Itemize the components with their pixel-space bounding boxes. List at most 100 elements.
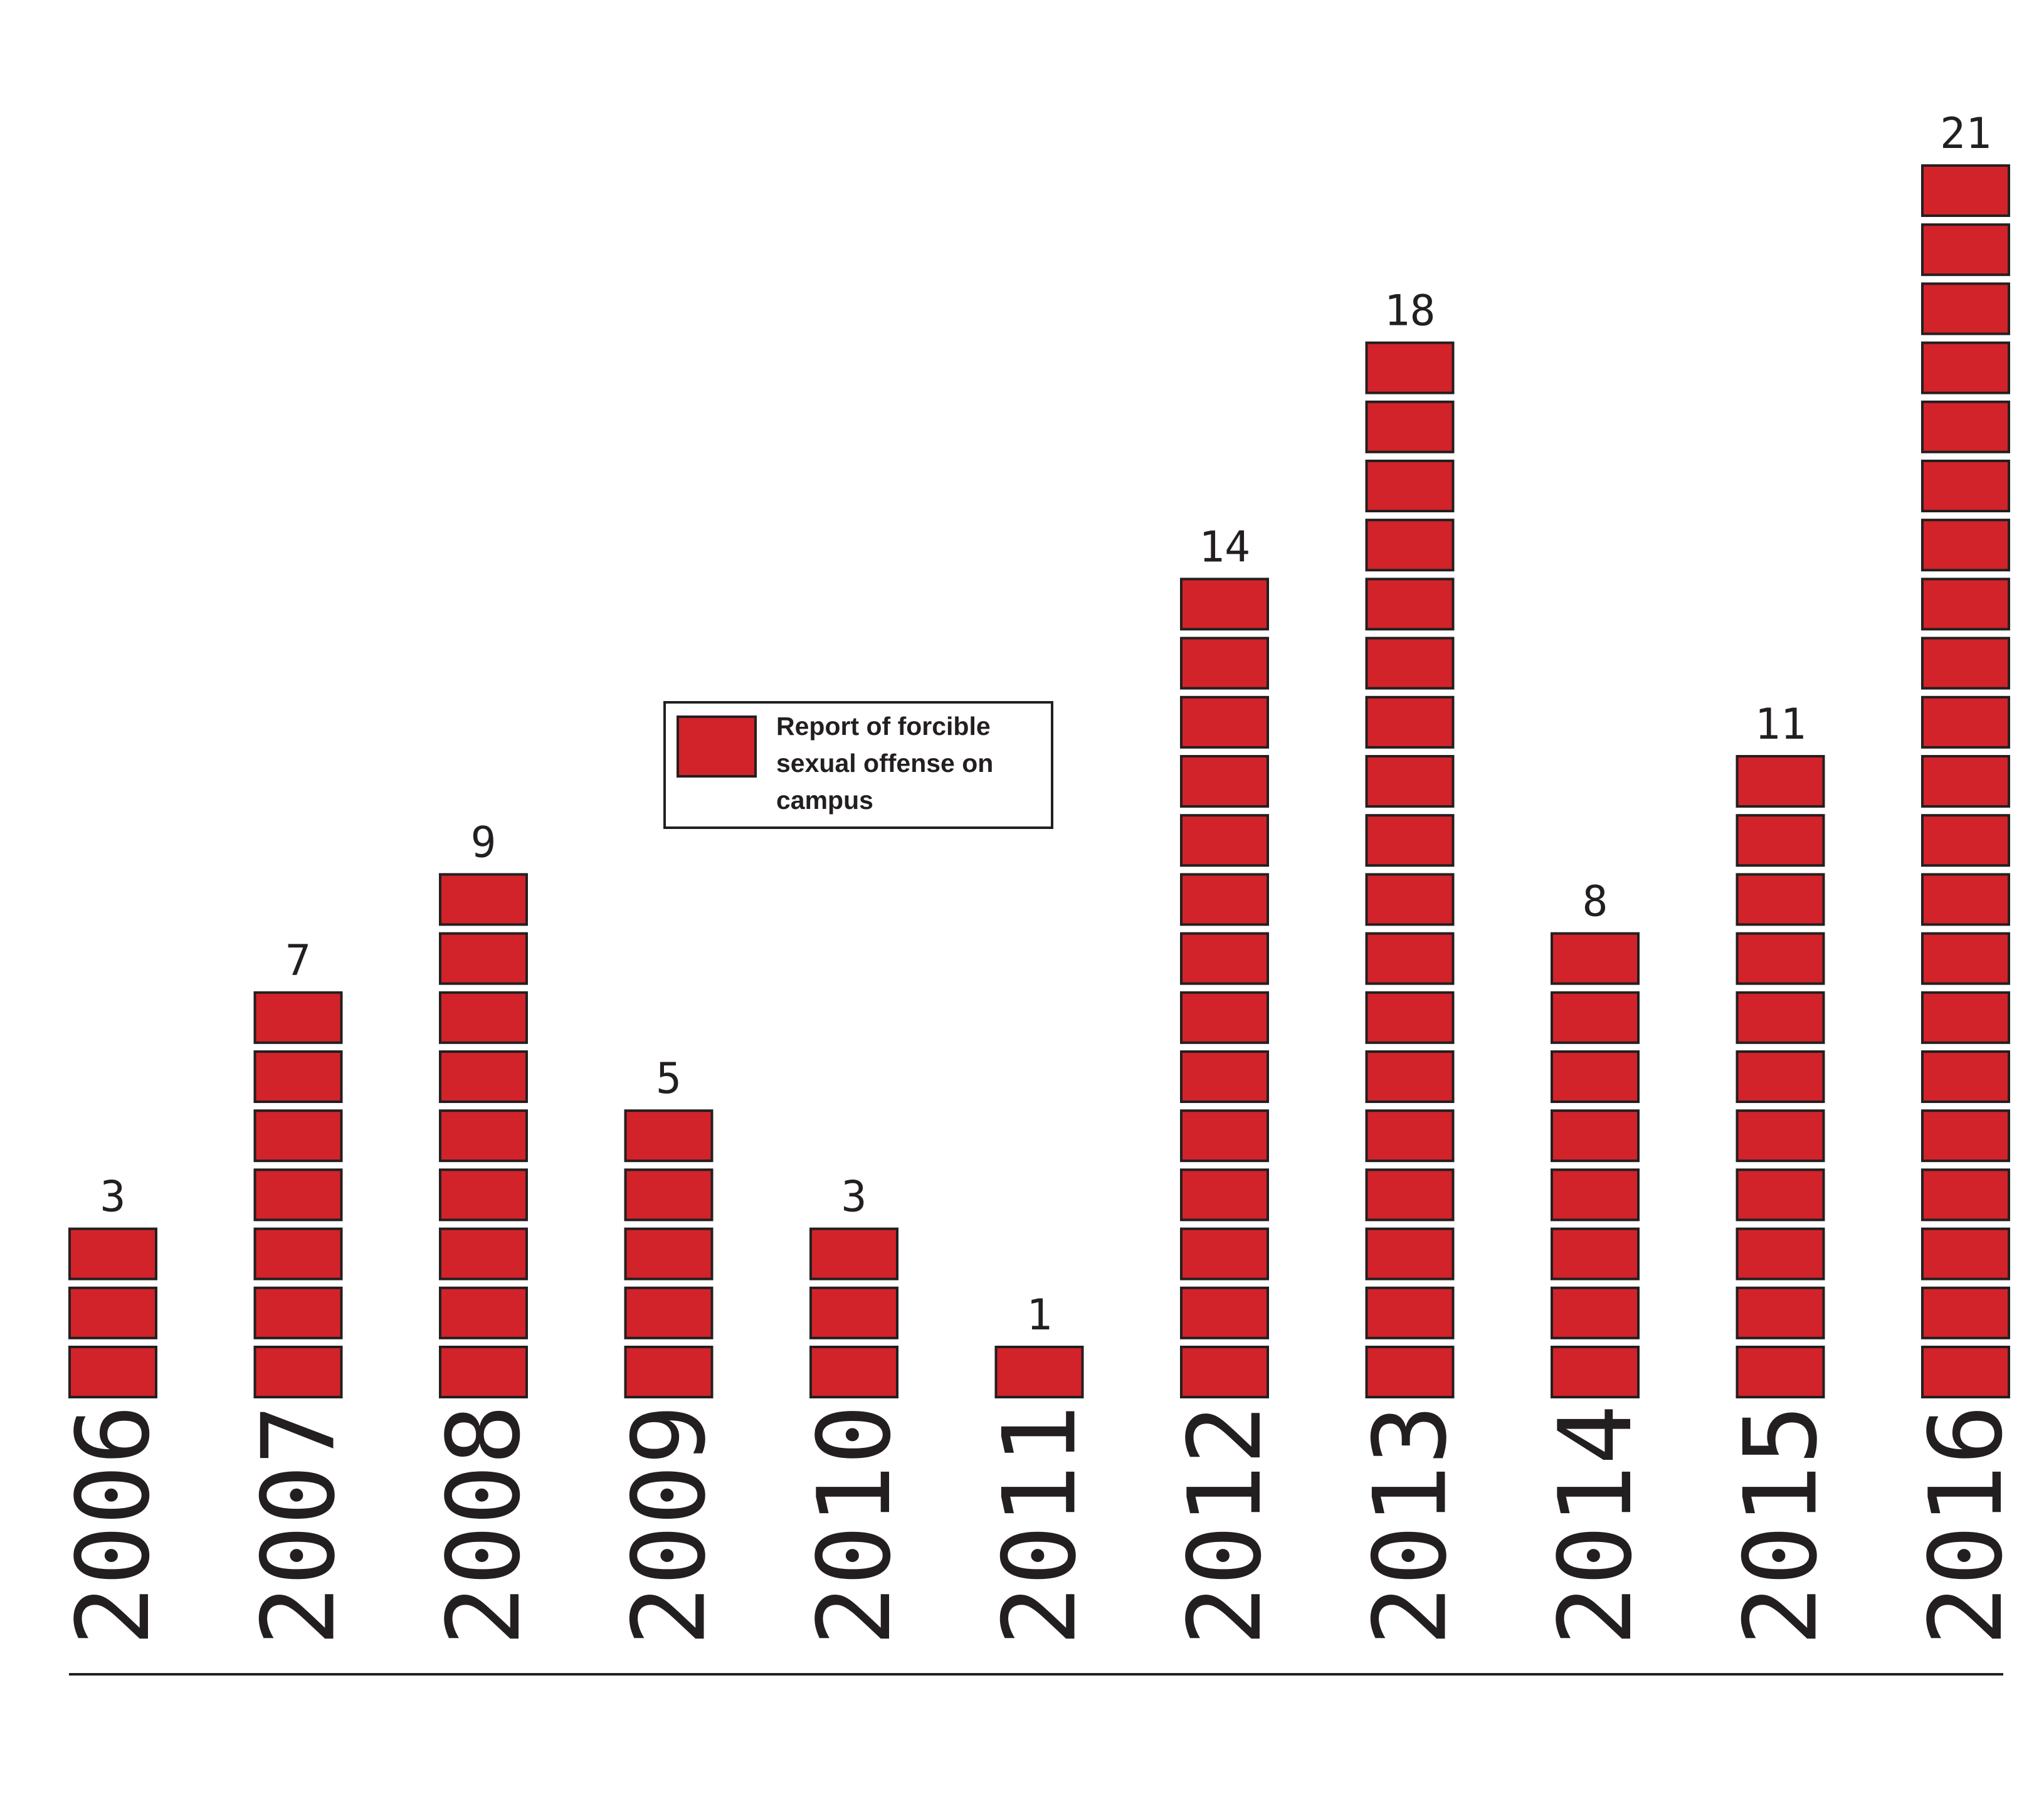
unit-block-2010-1 bbox=[809, 1346, 898, 1398]
unit-block-2016-16 bbox=[1921, 460, 2010, 512]
unit-block-2006-3 bbox=[68, 1227, 157, 1280]
unit-blocks bbox=[68, 164, 2010, 1398]
unit-block-2013-5 bbox=[1365, 1109, 1455, 1163]
unit-block-2015-3 bbox=[1736, 1227, 1825, 1280]
unit-block-2008-8 bbox=[439, 932, 528, 985]
unit-block-2016-15 bbox=[1921, 519, 2010, 572]
unit-block-2012-8 bbox=[1180, 932, 1269, 985]
value-label-2014: 8 bbox=[1583, 877, 1608, 927]
unit-block-2015-2 bbox=[1736, 1286, 1825, 1339]
category-label-2013: 2013 bbox=[1352, 1405, 1469, 1646]
category-label-2016: 2016 bbox=[1907, 1405, 2025, 1646]
unit-block-2012-4 bbox=[1180, 1168, 1269, 1222]
unit-block-2009-1 bbox=[624, 1346, 714, 1398]
unit-block-2015-1 bbox=[1736, 1346, 1825, 1398]
unit-block-2016-10 bbox=[1921, 814, 2010, 867]
unit-block-2010-2 bbox=[809, 1286, 898, 1339]
unit-block-2015-5 bbox=[1736, 1109, 1825, 1163]
unit-block-2007-5 bbox=[253, 1109, 343, 1163]
unit-block-2008-9 bbox=[439, 873, 528, 926]
unit-block-2015-7 bbox=[1736, 991, 1825, 1044]
unit-block-2012-5 bbox=[1180, 1109, 1269, 1163]
unit-block-2009-4 bbox=[624, 1168, 714, 1222]
unit-block-2013-1 bbox=[1365, 1346, 1455, 1398]
unit-block-2015-9 bbox=[1736, 873, 1825, 926]
unit-block-2016-13 bbox=[1921, 636, 2010, 690]
unit-block-2012-13 bbox=[1180, 636, 1269, 690]
unit-block-2012-10 bbox=[1180, 814, 1269, 867]
unit-block-2016-21 bbox=[1921, 164, 2010, 217]
unit-block-2013-3 bbox=[1365, 1227, 1455, 1280]
unit-block-2015-4 bbox=[1736, 1168, 1825, 1222]
value-label-2013: 18 bbox=[1384, 287, 1436, 336]
legend-label-line-2: sexual offense on bbox=[776, 749, 993, 778]
unit-block-2016-2 bbox=[1921, 1286, 2010, 1339]
unit-block-2013-12 bbox=[1365, 695, 1455, 749]
value-label-2016: 21 bbox=[1940, 109, 1991, 159]
unit-block-2016-14 bbox=[1921, 578, 2010, 631]
unit-block-2012-14 bbox=[1180, 578, 1269, 631]
category-label-2008: 2008 bbox=[425, 1405, 542, 1646]
year-labels: 2006 2007 2008 2009 2010 2011 2012 2013 2014 2015… bbox=[55, 1405, 2025, 1646]
unit-block-2016-5 bbox=[1921, 1109, 2010, 1163]
unit-block-2014-6 bbox=[1551, 1050, 1640, 1103]
category-label-2015: 2015 bbox=[1722, 1405, 1840, 1646]
value-label-2011: 1 bbox=[1026, 1291, 1052, 1340]
value-label-2010: 3 bbox=[841, 1173, 867, 1222]
unit-block-2016-7 bbox=[1921, 991, 2010, 1044]
unit-block-2013-13 bbox=[1365, 636, 1455, 690]
unit-block-2008-2 bbox=[439, 1286, 528, 1339]
unit-block-2016-20 bbox=[1921, 223, 2010, 277]
unit-block-2016-11 bbox=[1921, 755, 2010, 808]
unit-block-2014-7 bbox=[1551, 991, 1640, 1044]
unit-block-2007-6 bbox=[253, 1050, 343, 1103]
unit-block-2014-1 bbox=[1551, 1346, 1640, 1398]
unit-block-2014-3 bbox=[1551, 1227, 1640, 1280]
category-label-2011: 2011 bbox=[981, 1405, 1098, 1646]
category-label-2007: 2007 bbox=[240, 1405, 357, 1646]
unit-block-2016-12 bbox=[1921, 695, 2010, 749]
unit-block-2012-7 bbox=[1180, 991, 1269, 1044]
unit-block-2016-18 bbox=[1921, 341, 2010, 394]
category-label-2014: 2014 bbox=[1537, 1405, 1654, 1646]
unit-block-2008-5 bbox=[439, 1109, 528, 1163]
unit-block-2013-2 bbox=[1365, 1286, 1455, 1339]
category-label-2009: 2009 bbox=[611, 1405, 728, 1646]
unit-block-2012-11 bbox=[1180, 755, 1269, 808]
unit-block-2016-4 bbox=[1921, 1168, 2010, 1222]
unit-block-2010-3 bbox=[809, 1227, 898, 1280]
unit-block-2014-2 bbox=[1551, 1286, 1640, 1339]
unit-block-2013-11 bbox=[1365, 755, 1455, 808]
unit-block-2013-9 bbox=[1365, 873, 1455, 926]
unit-block-2013-18 bbox=[1365, 341, 1455, 394]
unit-block-2012-3 bbox=[1180, 1227, 1269, 1280]
unit-block-2007-2 bbox=[253, 1286, 343, 1339]
unit-block-2012-6 bbox=[1180, 1050, 1269, 1103]
value-label-2009: 5 bbox=[656, 1054, 682, 1104]
unit-block-2012-12 bbox=[1180, 695, 1269, 749]
unit-block-2016-19 bbox=[1921, 282, 2010, 335]
unit-block-2013-14 bbox=[1365, 578, 1455, 631]
legend: Report of forcible sexual offense on cam… bbox=[663, 701, 1053, 829]
legend-label-line-1: Report of forcible bbox=[776, 712, 991, 741]
unit-block-2013-10 bbox=[1365, 814, 1455, 867]
unit-block-2016-1 bbox=[1921, 1346, 2010, 1398]
unit-block-2016-9 bbox=[1921, 873, 2010, 926]
unit-block-2015-11 bbox=[1736, 755, 1825, 808]
unit-block-2015-10 bbox=[1736, 814, 1825, 867]
unit-block-2006-1 bbox=[68, 1346, 157, 1398]
unit-block-2016-8 bbox=[1921, 932, 2010, 985]
unit-block-2007-7 bbox=[253, 991, 343, 1044]
unit-block-2016-6 bbox=[1921, 1050, 2010, 1103]
unit-block-2011-1 bbox=[994, 1346, 1084, 1398]
unit-block-2016-3 bbox=[1921, 1227, 2010, 1280]
category-label-2006: 2006 bbox=[55, 1405, 172, 1646]
unit-block-2007-1 bbox=[253, 1346, 343, 1398]
unit-block-2009-3 bbox=[624, 1227, 714, 1280]
unit-block-2012-2 bbox=[1180, 1286, 1269, 1339]
value-label-2007: 7 bbox=[285, 936, 311, 986]
unit-block-2012-9 bbox=[1180, 873, 1269, 926]
unit-block-2013-6 bbox=[1365, 1050, 1455, 1103]
unit-block-2008-1 bbox=[439, 1346, 528, 1398]
